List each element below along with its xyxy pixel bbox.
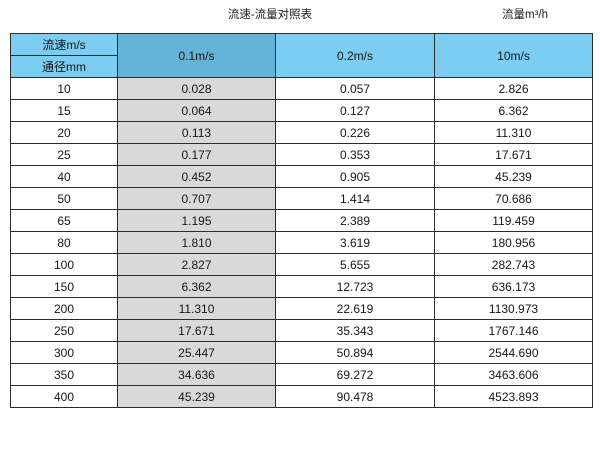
cell-flow-01: 34.636 <box>117 363 276 386</box>
cell-flow-01: 0.452 <box>117 165 276 188</box>
cell-flow-10: 180.956 <box>434 231 593 254</box>
cell-flow-01: 11.310 <box>117 297 276 320</box>
cell-flow-10: 11.310 <box>434 121 593 144</box>
flow-unit-label: 流量m³/h <box>502 9 548 21</box>
chart-title: 流速-流量对照表 <box>227 9 313 21</box>
cell-diameter: 200 <box>10 297 118 320</box>
cell-flow-10: 1767.146 <box>434 319 593 342</box>
cell-flow-02: 0.905 <box>275 165 435 188</box>
cell-diameter: 50 <box>10 187 118 210</box>
cell-flow-10: 119.459 <box>434 209 593 232</box>
cell-flow-10: 70.686 <box>434 187 593 210</box>
cell-flow-02: 0.127 <box>275 99 435 122</box>
cell-flow-02: 0.057 <box>275 77 435 100</box>
cell-flow-02: 2.389 <box>275 209 435 232</box>
table-row: 15 0.064 0.127 6.362 <box>10 99 593 122</box>
cell-flow-01: 0.707 <box>117 187 276 210</box>
cell-diameter: 400 <box>10 385 118 408</box>
cell-flow-02: 0.353 <box>275 143 435 166</box>
table-row: 65 1.195 2.389 119.459 <box>10 209 593 232</box>
table-row: 300 25.447 50.894 2544.690 <box>10 341 593 364</box>
cell-flow-10: 2.826 <box>434 77 593 100</box>
cell-flow-10: 636.173 <box>434 275 593 298</box>
header-column-0[interactable]: 0.1m/s <box>117 33 276 78</box>
table-row: 150 6.362 12.723 636.173 <box>10 275 593 298</box>
table-row: 10 0.028 0.057 2.826 <box>10 77 593 100</box>
table-row: 50 0.707 1.414 70.686 <box>10 187 593 210</box>
flow-table-container: 流速m/s 0.1m/s 0.2m/s 10m/s 通径mm 10 0.028 … <box>10 33 593 408</box>
table-row: 40 0.452 0.905 45.239 <box>10 165 593 188</box>
cell-flow-10: 2544.690 <box>434 341 593 364</box>
table-row: 80 1.810 3.619 180.956 <box>10 231 593 254</box>
cell-flow-01: 17.671 <box>117 319 276 342</box>
cell-flow-02: 90.478 <box>275 385 435 408</box>
cell-flow-10: 4523.893 <box>434 385 593 408</box>
cell-flow-01: 0.177 <box>117 143 276 166</box>
cell-flow-02: 5.655 <box>275 253 435 276</box>
table-header-row-top: 流速m/s 0.1m/s 0.2m/s 10m/s <box>10 33 593 78</box>
cell-flow-02: 0.226 <box>275 121 435 144</box>
header-diameter-label: 通径mm <box>10 55 118 78</box>
cell-flow-10: 1130.973 <box>434 297 593 320</box>
header-velocity-label: 流速m/s <box>10 33 118 56</box>
cell-flow-01: 1.195 <box>117 209 276 232</box>
table-row: 400 45.239 90.478 4523.893 <box>10 385 593 408</box>
cell-flow-01: 1.810 <box>117 231 276 254</box>
cell-flow-01: 25.447 <box>117 341 276 364</box>
cell-flow-01: 0.113 <box>117 121 276 144</box>
cell-flow-02: 50.894 <box>275 341 435 364</box>
cell-diameter: 15 <box>10 99 118 122</box>
cell-flow-02: 3.619 <box>275 231 435 254</box>
caption-row: 流速-流量对照表 流量m³/h <box>0 6 600 30</box>
table-row: 350 34.636 69.272 3463.606 <box>10 363 593 386</box>
cell-diameter: 350 <box>10 363 118 386</box>
cell-flow-02: 69.272 <box>275 363 435 386</box>
cell-flow-02: 35.343 <box>275 319 435 342</box>
table-row: 200 11.310 22.619 1130.973 <box>10 297 593 320</box>
table-row: 20 0.113 0.226 11.310 <box>10 121 593 144</box>
cell-flow-10: 17.671 <box>434 143 593 166</box>
cell-flow-10: 282.743 <box>434 253 593 276</box>
cell-flow-10: 45.239 <box>434 165 593 188</box>
cell-flow-10: 3463.606 <box>434 363 593 386</box>
cell-flow-02: 1.414 <box>275 187 435 210</box>
table-row: 250 17.671 35.343 1767.146 <box>10 319 593 342</box>
cell-flow-02: 22.619 <box>275 297 435 320</box>
table-row: 100 2.827 5.655 282.743 <box>10 253 593 276</box>
cell-flow-01: 2.827 <box>117 253 276 276</box>
cell-flow-01: 0.028 <box>117 77 276 100</box>
cell-flow-01: 6.362 <box>117 275 276 298</box>
header-column-2[interactable]: 10m/s <box>434 33 593 78</box>
cell-diameter: 150 <box>10 275 118 298</box>
cell-diameter: 80 <box>10 231 118 254</box>
table-header-row-bottom: 通径mm <box>10 55 593 78</box>
cell-diameter: 40 <box>10 165 118 188</box>
cell-diameter: 20 <box>10 121 118 144</box>
cell-diameter: 100 <box>10 253 118 276</box>
cell-diameter: 65 <box>10 209 118 232</box>
table-row: 25 0.177 0.353 17.671 <box>10 143 593 166</box>
flow-rate-table: 流速m/s 0.1m/s 0.2m/s 10m/s 通径mm 10 0.028 … <box>10 33 593 408</box>
cell-diameter: 10 <box>10 77 118 100</box>
cell-diameter: 250 <box>10 319 118 342</box>
cell-flow-01: 0.064 <box>117 99 276 122</box>
header-column-1[interactable]: 0.2m/s <box>275 33 435 78</box>
cell-flow-01: 45.239 <box>117 385 276 408</box>
cell-diameter: 300 <box>10 341 118 364</box>
cell-flow-02: 12.723 <box>275 275 435 298</box>
cell-flow-10: 6.362 <box>434 99 593 122</box>
flow-table-body: 流速m/s 0.1m/s 0.2m/s 10m/s 通径mm 10 0.028 … <box>10 33 593 408</box>
cell-diameter: 25 <box>10 143 118 166</box>
